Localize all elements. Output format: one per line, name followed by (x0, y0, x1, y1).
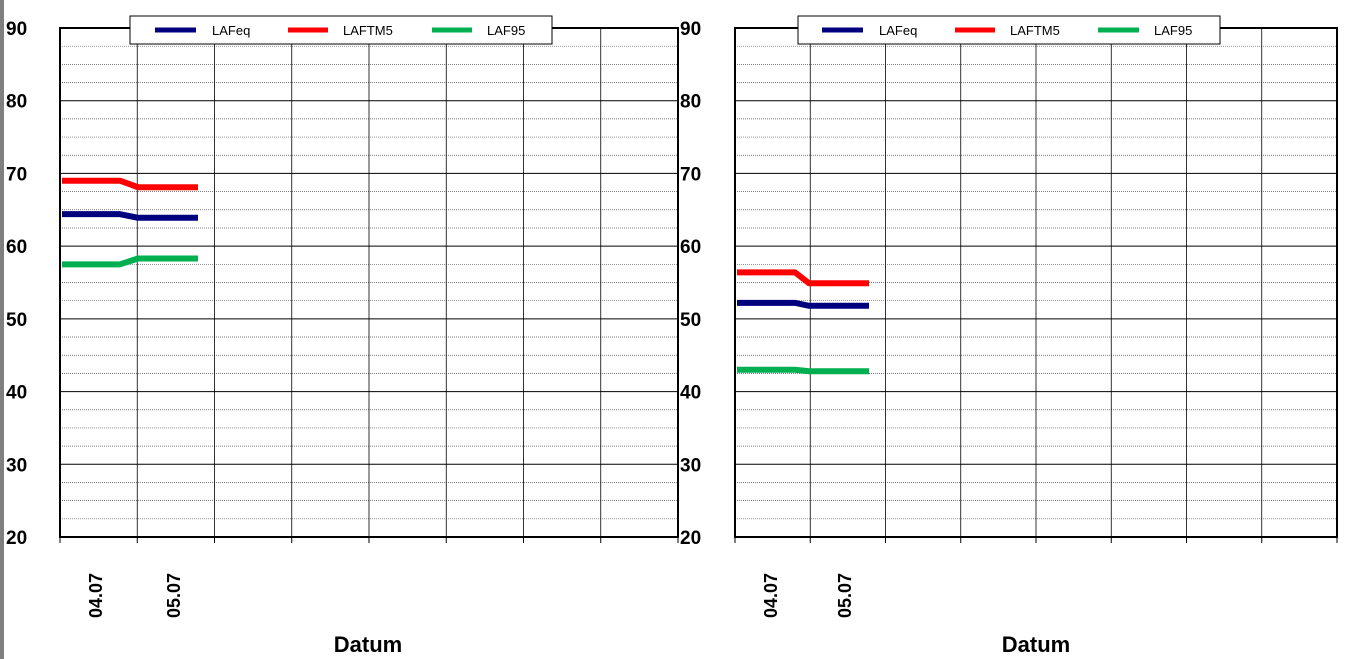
series-laf95 (62, 255, 198, 268)
y-tick-label: 60 (6, 237, 27, 258)
series-line-lafeq (737, 299, 869, 309)
chart-2: 20 30 40 50 60 70 80 90 04.07 05.07 Datum LAFeq LAFT… (680, 15, 1338, 657)
y-tick-label: 50 (680, 310, 701, 331)
y-tick-label: 60 (680, 237, 701, 258)
legend-label: LAFeq (212, 23, 250, 38)
y-tick-label: 20 (680, 528, 701, 549)
y-tick-label: 40 (680, 383, 701, 404)
chart-1: 20 30 40 50 60 70 80 90 04.07 05.07 Datum LAFeq LAFT… (6, 15, 679, 657)
legend-box (797, 15, 1221, 45)
x-tick-label: 05.07 (835, 573, 855, 618)
legend-label: LAFeq (879, 23, 917, 38)
legend-label: LAF95 (487, 23, 525, 38)
y-tick-label: 70 (680, 164, 701, 185)
legend-box (129, 15, 553, 45)
x-axis-title: Datum (334, 632, 402, 657)
legend-label: LAFTM5 (343, 23, 393, 38)
y-tick-label: 80 (6, 92, 27, 113)
legend-label: LAF95 (1154, 23, 1192, 38)
legend: LAFeq LAFTM5 LAF95 (129, 15, 553, 45)
y-tick-label: 90 (6, 19, 27, 40)
y-tick-label: 30 (680, 455, 701, 476)
x-tick-label: 05.07 (164, 573, 184, 618)
y-tick-label: 80 (680, 92, 701, 113)
y-tick-label: 70 (6, 164, 27, 185)
x-tick-label: 04.07 (86, 573, 106, 618)
x-axis-title: Datum (1002, 632, 1070, 657)
y-tick-label: 90 (680, 19, 701, 40)
series-laftm5 (737, 269, 869, 287)
series-laftm5 (62, 177, 198, 191)
y-tick-label: 40 (6, 383, 27, 404)
y-tick-label: 50 (6, 310, 27, 331)
legend-label: LAFTM5 (1010, 23, 1060, 38)
legend: LAFeq LAFTM5 LAF95 (797, 15, 1221, 45)
series-line-laf95 (737, 366, 869, 375)
y-tick-label: 30 (6, 455, 27, 476)
x-tick-label: 04.07 (761, 573, 781, 618)
series-lafeq (62, 211, 198, 221)
series-laf95 (737, 366, 869, 375)
series-lafeq (737, 299, 869, 309)
frame-border (0, 0, 4, 659)
y-tick-label: 20 (6, 528, 27, 549)
